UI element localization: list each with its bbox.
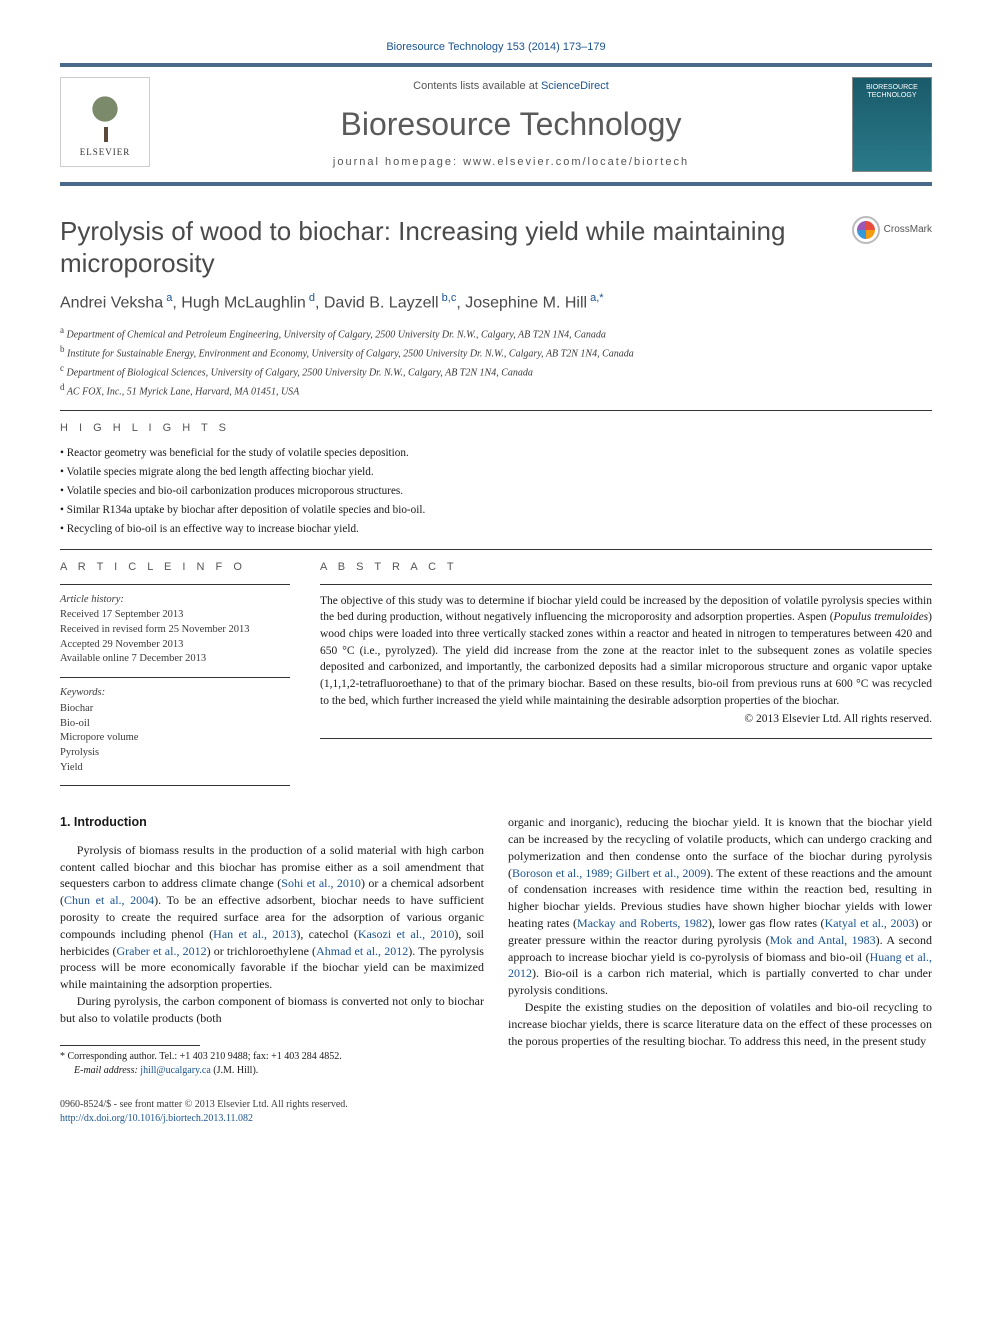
doi-link[interactable]: http://dx.doi.org/10.1016/j.biortech.201… (60, 1113, 253, 1124)
divider (60, 785, 290, 786)
journal-homepage: journal homepage: www.elsevier.com/locat… (170, 155, 852, 170)
paragraph: Despite the existing studies on the depo… (508, 999, 932, 1049)
issn-line: 0960-8524/$ - see front matter © 2013 El… (60, 1098, 932, 1112)
footnote-divider (60, 1045, 200, 1046)
sciencedirect-link[interactable]: ScienceDirect (541, 80, 609, 92)
contents-line: Contents lists available at ScienceDirec… (170, 79, 852, 94)
elsevier-text: ELSEVIER (80, 146, 131, 159)
affiliation-d: d AC FOX, Inc., 51 Myrick Lane, Harvard,… (60, 381, 932, 400)
highlights-heading: H I G H L I G H T S (60, 421, 932, 436)
journal-name: Bioresource Technology (170, 102, 852, 147)
corresponding-author-footnote: * Corresponding author. Tel.: +1 403 210… (60, 1050, 484, 1064)
masthead-center: Contents lists available at ScienceDirec… (170, 77, 852, 172)
cover-text-2: TECHNOLOGY (867, 92, 916, 100)
divider (320, 584, 932, 585)
keyword: Yield (60, 761, 290, 776)
affiliation-a: a Department of Chemical and Petroleum E… (60, 324, 932, 343)
journal-citation[interactable]: Bioresource Technology 153 (2014) 173–17… (60, 40, 932, 55)
history-label: Article history: (60, 593, 290, 608)
keywords-list: Biochar Bio-oil Micropore volume Pyrolys… (60, 702, 290, 775)
history-accepted: Accepted 29 November 2013 (60, 638, 290, 653)
email-footnote: E-mail address: jhill@ucalgary.ca (J.M. … (60, 1064, 484, 1078)
divider (60, 677, 290, 678)
divider (60, 549, 932, 550)
highlight-item: Volatile species and bio-oil carbonizati… (60, 482, 932, 501)
crossmark-badge[interactable]: CrossMark (852, 216, 932, 244)
body-text: 1. Introduction Pyrolysis of biomass res… (60, 814, 932, 1077)
tree-icon (80, 87, 130, 142)
masthead: ELSEVIER Contents lists available at Sci… (60, 63, 932, 186)
keyword: Bio-oil (60, 717, 290, 732)
article-title: Pyrolysis of wood to biochar: Increasing… (60, 216, 836, 278)
email-who: (J.M. Hill). (211, 1065, 259, 1076)
history-revised: Received in revised form 25 November 201… (60, 623, 290, 638)
divider (60, 584, 290, 585)
authors-line: Andrei Veksha a, Hugh McLaughlin d, Davi… (60, 291, 932, 315)
highlight-item: Volatile species migrate along the bed l… (60, 463, 932, 482)
paragraph: During pyrolysis, the carbon component o… (60, 993, 484, 1027)
highlights-list: Reactor geometry was beneficial for the … (60, 444, 932, 539)
email-label: E-mail address: (74, 1065, 140, 1076)
highlight-item: Similar R134a uptake by biochar after de… (60, 501, 932, 520)
copyright-line: © 2013 Elsevier Ltd. All rights reserved… (320, 711, 932, 727)
journal-cover[interactable]: BIORESOURCE TECHNOLOGY (852, 77, 932, 172)
keywords-label: Keywords: (60, 686, 290, 701)
affiliation-b: b Institute for Sustainable Energy, Envi… (60, 343, 932, 362)
article-info-column: A R T I C L E I N F O Article history: R… (60, 560, 290, 786)
abstract-heading: A B S T R A C T (320, 560, 932, 575)
affiliation-c: c Department of Biological Sciences, Uni… (60, 362, 932, 381)
page-footer: 0960-8524/$ - see front matter © 2013 El… (60, 1098, 932, 1126)
section-1-heading: 1. Introduction (60, 814, 484, 832)
email-link[interactable]: jhill@ucalgary.ca (140, 1065, 210, 1076)
homepage-url[interactable]: www.elsevier.com/locate/biortech (463, 156, 689, 168)
history-online: Available online 7 December 2013 (60, 652, 290, 667)
affiliations: a Department of Chemical and Petroleum E… (60, 324, 932, 399)
abstract-text: The objective of this study was to deter… (320, 593, 932, 710)
paragraph: Pyrolysis of biomass results in the prod… (60, 842, 484, 993)
crossmark-icon (852, 216, 880, 244)
divider (320, 738, 932, 739)
highlight-item: Recycling of bio-oil is an effective way… (60, 520, 932, 539)
divider (60, 410, 932, 411)
homepage-prefix: journal homepage: (333, 156, 463, 168)
abstract-column: A B S T R A C T The objective of this st… (320, 560, 932, 786)
contents-prefix: Contents lists available at (413, 80, 541, 92)
cover-text-1: BIORESOURCE (866, 84, 918, 92)
paragraph: organic and inorganic), reducing the bio… (508, 814, 932, 999)
keyword: Biochar (60, 702, 290, 717)
crossmark-label: CrossMark (884, 223, 932, 237)
article-info-heading: A R T I C L E I N F O (60, 560, 290, 575)
history-received: Received 17 September 2013 (60, 608, 290, 623)
keyword: Micropore volume (60, 731, 290, 746)
keyword: Pyrolysis (60, 746, 290, 761)
elsevier-logo[interactable]: ELSEVIER (60, 77, 150, 167)
highlight-item: Reactor geometry was beneficial for the … (60, 444, 932, 463)
